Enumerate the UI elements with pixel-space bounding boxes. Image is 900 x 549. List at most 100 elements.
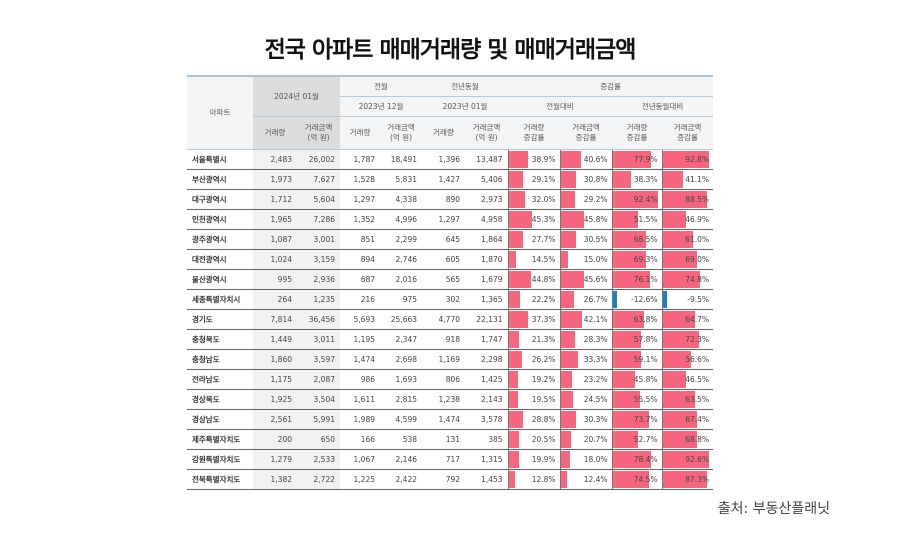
change-cell: 30.5%	[559, 229, 613, 250]
positive-data-bar	[560, 391, 574, 408]
prev-year-volume: 890	[422, 189, 466, 210]
change-value: 61.0%	[685, 235, 710, 244]
apartment-transaction-table: 아파트 2024년 01월 전월 전년동월 증감률 2023년 12월 2023…	[187, 75, 714, 490]
header-prev-month: 전월	[340, 75, 423, 97]
change-cell: 41.1%	[661, 169, 714, 190]
change-value: 55.5%	[633, 395, 658, 404]
current-amount: 26,002	[297, 149, 341, 170]
positive-data-bar	[612, 251, 647, 268]
change-cell: 12.4%	[559, 469, 613, 490]
table-row: 경기도 7,814 36,456 5,693 25,663 4,770 22,131 37.3…	[187, 309, 714, 330]
region-name: 부산광역시	[187, 169, 253, 190]
change-cell: 59.1%	[611, 349, 663, 370]
region-name: 대전광역시	[187, 249, 253, 270]
positive-data-bar	[560, 371, 573, 388]
prev-year-amount: 3,578	[465, 409, 509, 430]
change-value: 68.8%	[685, 435, 710, 444]
change-cell: 15.0%	[559, 249, 613, 270]
region-name: 인천광역시	[187, 209, 253, 230]
prev-year-amount: 5,406	[465, 169, 509, 190]
change-value: 92.6%	[685, 455, 710, 464]
region-name: 광주광역시	[187, 229, 253, 250]
change-value: 20.5%	[531, 435, 556, 444]
change-value: 69.3%	[633, 255, 658, 264]
change-cell: 45.8%	[611, 369, 663, 390]
prev-year-amount: 2,973	[465, 189, 509, 210]
change-cell: 67.4%	[661, 409, 714, 430]
table-row: 인천광역시 1,965 7,286 1,352 4,996 1,297 4,958 45.3%…	[187, 209, 714, 230]
table-row: 대전광역시 1,024 3,159 894 2,746 605 1,870 14.5% 15.0…	[187, 249, 714, 270]
current-volume: 1,860	[253, 349, 297, 370]
positive-data-bar	[560, 291, 575, 308]
positive-data-bar	[508, 211, 532, 228]
prev-year-amount: 2,298	[465, 349, 509, 370]
positive-data-bar	[560, 171, 577, 188]
negative-data-bar	[612, 291, 617, 308]
positive-data-bar	[508, 451, 519, 468]
positive-data-bar	[508, 351, 522, 368]
change-cell: 78.4%	[611, 449, 663, 470]
change-cell: 68.5%	[611, 229, 663, 250]
current-amount: 2,087	[297, 369, 341, 390]
change-cell: 72.3%	[661, 329, 714, 350]
region-name: 세종특별자치시	[187, 289, 253, 310]
prev-month-volume: 1,474	[340, 349, 381, 370]
change-value: 38.3%	[633, 175, 658, 184]
change-value: 42.1%	[583, 315, 608, 324]
current-amount: 3,504	[297, 389, 341, 410]
change-cell: 19.9%	[507, 449, 561, 470]
positive-data-bar	[560, 431, 572, 448]
change-value: 40.6%	[583, 155, 608, 164]
change-cell: 28.3%	[559, 329, 613, 350]
prev-year-volume: 4,770	[422, 309, 466, 330]
change-value: 87.3%	[685, 475, 710, 484]
positive-data-bar	[662, 451, 710, 468]
prev-month-amount: 25,663	[380, 309, 423, 330]
change-value: 15.0%	[583, 255, 608, 264]
positive-data-bar	[560, 191, 576, 208]
prev-year-volume: 302	[422, 289, 466, 310]
change-cell: 74.5%	[611, 469, 663, 490]
prev-month-volume: 687	[340, 269, 381, 290]
positive-data-bar	[612, 351, 642, 368]
positive-data-bar	[560, 331, 575, 348]
current-volume: 995	[253, 269, 297, 290]
change-value: -9.5%	[687, 295, 710, 304]
positive-data-bar	[508, 371, 519, 388]
change-value: 92.8%	[685, 155, 710, 164]
prev-year-volume: 131	[422, 429, 466, 450]
change-cell: 76.1%	[611, 269, 663, 290]
change-cell: 20.7%	[559, 429, 613, 450]
positive-data-bar	[662, 471, 707, 488]
change-cell: 19.5%	[507, 389, 561, 410]
change-value: 19.5%	[531, 395, 556, 404]
change-value: -12.6%	[630, 295, 658, 304]
prev-year-amount: 1,870	[465, 249, 509, 270]
table-row: 충청북도 1,449 3,011 1,195 2,347 918 1,747 21.3% 28.…	[187, 329, 714, 350]
positive-data-bar	[508, 411, 524, 428]
positive-data-bar	[560, 451, 570, 468]
positive-data-bar	[560, 211, 584, 228]
positive-data-bar	[662, 311, 696, 328]
change-value: 88.5%	[685, 195, 710, 204]
change-value: 72.3%	[685, 335, 710, 344]
positive-data-bar	[662, 171, 684, 188]
prev-month-volume: 1,067	[340, 449, 381, 470]
change-cell: 52.7%	[611, 429, 663, 450]
positive-data-bar	[560, 231, 577, 248]
positive-data-bar	[508, 231, 523, 248]
positive-data-bar	[612, 211, 638, 228]
positive-data-bar	[508, 191, 525, 208]
change-value: 74.5%	[633, 475, 658, 484]
current-amount: 3,159	[297, 249, 341, 270]
change-value: 46.9%	[685, 215, 710, 224]
change-value: 45.6%	[583, 275, 608, 284]
change-cell: 30.3%	[559, 409, 613, 430]
positive-data-bar	[612, 151, 651, 168]
change-cell: 68.8%	[661, 429, 714, 450]
positive-data-bar	[612, 171, 632, 188]
region-name: 전북특별자치도	[187, 469, 253, 490]
prev-year-amount: 1,453	[465, 469, 509, 490]
positive-data-bar	[508, 151, 529, 168]
change-cell: 45.8%	[559, 209, 613, 230]
